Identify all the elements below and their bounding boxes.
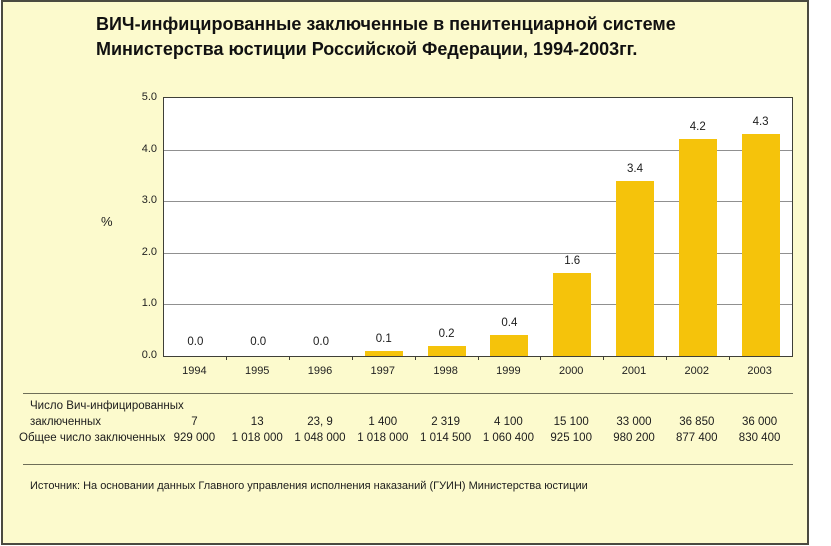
x-axis-label-2000: 2000 bbox=[558, 365, 584, 377]
y-axis-tick-label: 5.0 bbox=[141, 91, 157, 103]
gridline-4 bbox=[164, 149, 792, 151]
x-axis-label-1998: 1998 bbox=[433, 365, 458, 377]
bar-value-label-1996: 0.0 bbox=[312, 336, 329, 348]
x-axis-label-2002: 2002 bbox=[684, 365, 710, 377]
bar-1998 bbox=[427, 345, 466, 356]
x-axis-label-1994: 1994 bbox=[182, 365, 207, 377]
x-axis-tick bbox=[728, 356, 730, 360]
gridline-3 bbox=[164, 201, 792, 203]
table-row1-value-2002: 36 850 bbox=[679, 416, 715, 428]
y-axis-tick-label: 2.0 bbox=[141, 245, 157, 258]
table-top-divider bbox=[23, 393, 793, 394]
table-row1-value-2003: 36 000 bbox=[741, 416, 778, 428]
x-axis-tick bbox=[603, 356, 605, 360]
table-row2-value-1996: 1 048 000 bbox=[294, 432, 346, 444]
table-row1-value-1996: 23, 9 bbox=[307, 416, 333, 428]
table-row1-value-1997: 1 400 bbox=[368, 416, 398, 428]
y-axis-tick-label: 0.0 bbox=[141, 349, 157, 361]
bar-2000 bbox=[553, 273, 592, 356]
table-row1-label-line1: Число Вич-инфицированных bbox=[30, 400, 184, 412]
bar-2001 bbox=[616, 180, 654, 356]
x-axis-label-1997: 1997 bbox=[370, 365, 396, 377]
table-row2-value-1994: 929 000 bbox=[173, 432, 216, 444]
x-axis-label-2001: 2001 bbox=[621, 365, 647, 377]
table-row2-value-1998: 1 014 500 bbox=[420, 432, 472, 444]
x-axis-label-1996: 1996 bbox=[307, 365, 333, 377]
y-axis-tick-label: 1.0 bbox=[141, 297, 157, 310]
table-row1-value-1995: 13 bbox=[250, 416, 264, 428]
gridline-1 bbox=[164, 304, 792, 306]
x-axis-label-2003: 2003 bbox=[747, 365, 772, 377]
table-row1-value-1994: 7 bbox=[191, 416, 198, 428]
table-row1-value-1999: 4 100 bbox=[494, 416, 523, 428]
plot-area: 0.0 0.0 0.0 0.1 0.2 0.4 1.6 3.4 4.2 4.3 bbox=[163, 97, 793, 360]
table-row2-value-2001: 980 200 bbox=[613, 432, 655, 444]
bar-2003 bbox=[741, 134, 780, 356]
bar-value-label-1999: 0.4 bbox=[501, 317, 518, 330]
x-axis-label-1999: 1999 bbox=[496, 365, 521, 377]
y-axis-tick-label: 4.0 bbox=[141, 142, 157, 155]
x-axis-tick bbox=[351, 356, 353, 360]
table-row2-value-1997: 1 018 000 bbox=[357, 432, 409, 444]
table-row2-value-2000: 925 100 bbox=[550, 432, 592, 444]
bar-value-label-2002: 4.2 bbox=[689, 121, 706, 134]
bar-value-label-1994: 0.0 bbox=[187, 336, 204, 348]
table-row2-value-2002: 877 400 bbox=[676, 432, 718, 444]
x-axis-tick bbox=[414, 356, 416, 360]
bar-value-label-1998: 0.2 bbox=[438, 327, 455, 340]
table-row1-value-2001: 33 000 bbox=[616, 416, 652, 428]
x-axis-tick bbox=[289, 356, 291, 360]
x-axis-tick bbox=[665, 356, 667, 360]
x-axis-tick bbox=[540, 356, 542, 360]
table-row1-value-2000: 15 100 bbox=[553, 416, 589, 428]
bar-value-label-2001: 3.4 bbox=[626, 162, 643, 175]
x-axis-tick bbox=[477, 356, 479, 360]
table-row2-value-1995: 1 018 000 bbox=[231, 432, 283, 444]
bar-1997 bbox=[364, 350, 403, 356]
table-row2-value-1999: 1 060 400 bbox=[482, 432, 534, 444]
bar-value-label-1995: 0.0 bbox=[250, 336, 267, 348]
x-axis-label-1995: 1995 bbox=[244, 365, 270, 377]
table-bottom-divider bbox=[23, 464, 793, 465]
y-axis-title: % bbox=[101, 214, 113, 229]
y-axis-tick-label: 3.0 bbox=[141, 194, 157, 207]
bar-value-label-2003: 4.3 bbox=[752, 116, 769, 129]
bar-value-label-2000: 1.6 bbox=[564, 255, 581, 268]
table-row1-label-line2: заключенных bbox=[30, 416, 102, 428]
chart-card: ВИЧ-инфицированные заключенные в пенитен… bbox=[1, 0, 809, 545]
chart-title: ВИЧ-инфицированные заключенные в пенитен… bbox=[96, 14, 676, 59]
x-axis-tick bbox=[226, 356, 228, 360]
gridline-2 bbox=[164, 252, 792, 254]
table-row2-value-2003: 830 400 bbox=[738, 432, 781, 444]
table-row2-label: Общее число заключенных bbox=[19, 432, 166, 444]
bar-2002 bbox=[678, 139, 717, 356]
source-note: Источник: На основании данных Главного у… bbox=[30, 480, 588, 492]
bar-1999 bbox=[490, 335, 529, 356]
table-row1-value-1998: 2 319 bbox=[431, 416, 460, 428]
bar-value-label-1997: 0.1 bbox=[375, 332, 392, 345]
